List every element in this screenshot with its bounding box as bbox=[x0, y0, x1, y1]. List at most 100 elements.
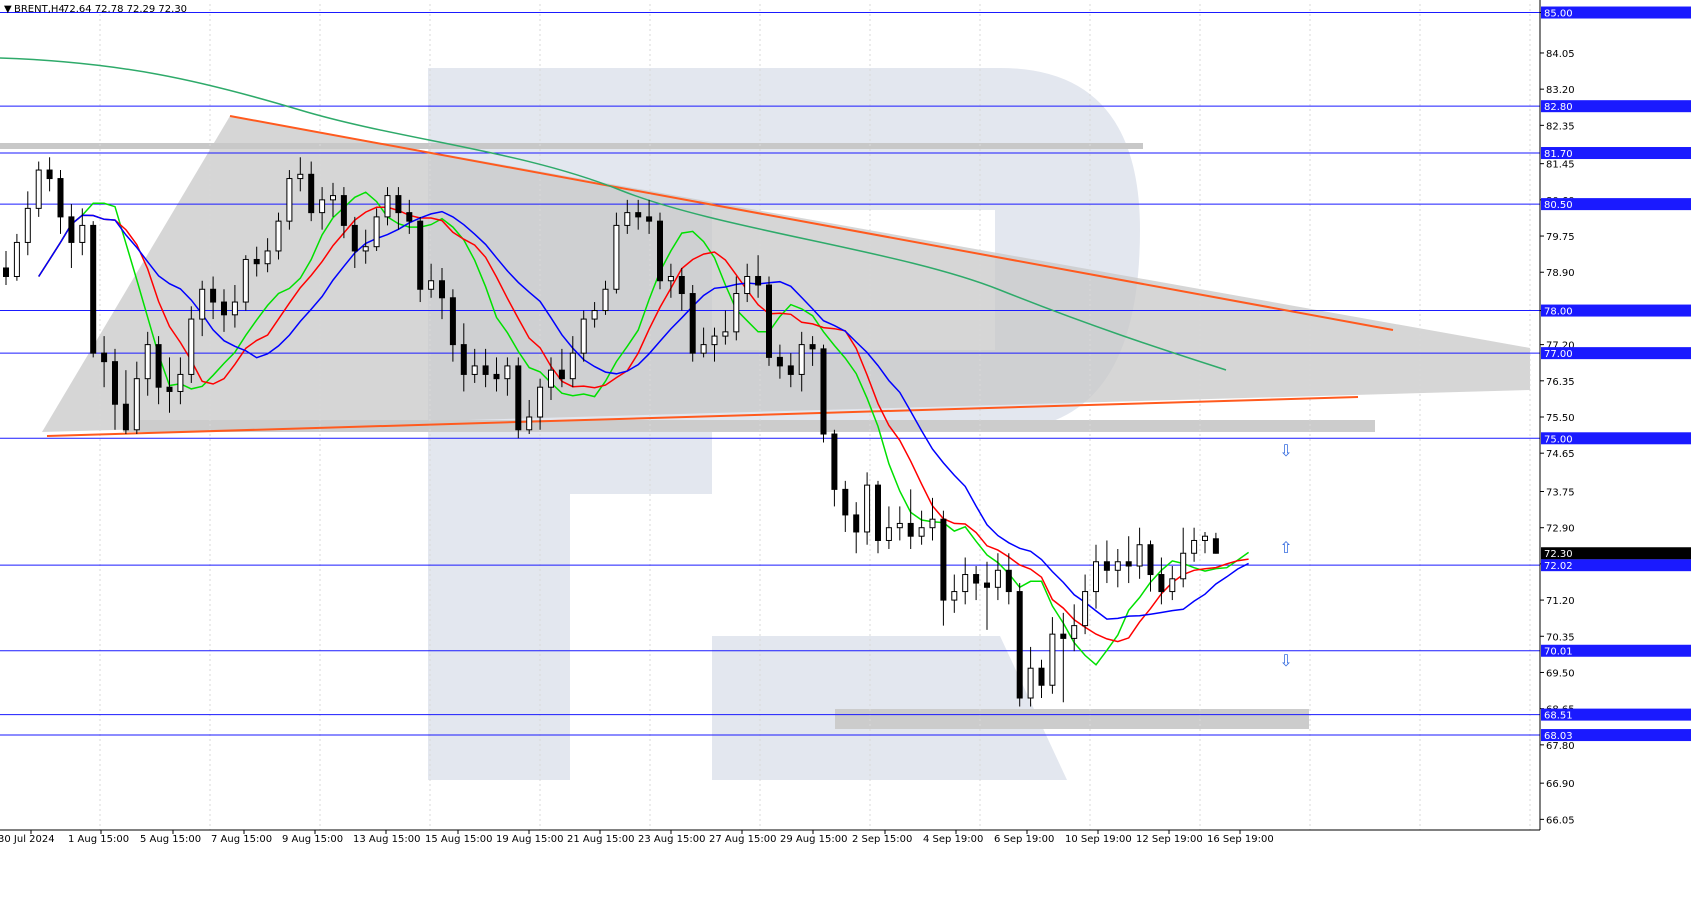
ma-blue-line bbox=[38, 210, 1249, 620]
candle-body bbox=[1158, 574, 1165, 593]
x-tick-label: 12 Sep 19:00 bbox=[1136, 834, 1203, 845]
candle-body bbox=[79, 224, 86, 243]
candle-body bbox=[417, 220, 424, 290]
candle-body bbox=[395, 195, 402, 214]
y-tick-label: 79.75 bbox=[1546, 232, 1575, 243]
candle-body bbox=[166, 386, 173, 392]
y-tick-label: 82.35 bbox=[1546, 121, 1575, 132]
level-price-tag bbox=[1541, 644, 1691, 657]
arrow-up-icon: ⇧ bbox=[1279, 538, 1292, 557]
candle-body bbox=[144, 344, 151, 380]
candle-body bbox=[221, 301, 227, 316]
y-tick-label: 67.80 bbox=[1546, 741, 1575, 752]
candle-body bbox=[155, 344, 162, 388]
level-price-label: 78.00 bbox=[1544, 307, 1573, 318]
level-price-label: 72.02 bbox=[1544, 561, 1573, 572]
candle-body bbox=[940, 518, 947, 601]
candle-body bbox=[319, 199, 326, 214]
candle-body bbox=[1202, 535, 1208, 541]
candle-body bbox=[1027, 667, 1034, 699]
candle-body bbox=[46, 169, 53, 180]
level-price-label: 81.70 bbox=[1544, 149, 1573, 160]
candle-body bbox=[199, 288, 206, 320]
time-axis: 30 Jul 2024 1 Aug 15:00 5 Aug 15:00 7 Aug 1… bbox=[0, 829, 1540, 845]
x-tick-label: 4 Sep 19:00 bbox=[923, 834, 983, 845]
candle-body bbox=[1005, 569, 1012, 593]
candle-body bbox=[1103, 561, 1110, 571]
candle-body bbox=[962, 574, 969, 593]
level-price-tag bbox=[1541, 708, 1691, 721]
x-tick-label: 21 Aug 15:00 bbox=[567, 834, 634, 845]
candle-body bbox=[1125, 561, 1132, 567]
x-tick-label: 19 Aug 15:00 bbox=[496, 834, 563, 845]
candle-body bbox=[569, 352, 576, 380]
candle-body bbox=[1180, 552, 1187, 580]
candle-body bbox=[526, 416, 533, 431]
x-tick-label: 16 Sep 19:00 bbox=[1207, 834, 1274, 845]
candle-body bbox=[515, 365, 522, 431]
candle-body bbox=[1071, 625, 1078, 639]
level-price-tag bbox=[1541, 559, 1691, 572]
ma-red-line bbox=[38, 206, 1249, 643]
candle-body bbox=[177, 373, 184, 392]
y-tick-label: 71.20 bbox=[1546, 596, 1575, 607]
candle-body bbox=[3, 267, 9, 277]
candle-body bbox=[548, 369, 554, 388]
candle-body bbox=[90, 224, 97, 354]
ma-long-line bbox=[0, 57, 1227, 371]
y-tick-label: 66.05 bbox=[1546, 815, 1575, 826]
candle-body bbox=[428, 280, 435, 290]
candle-body bbox=[831, 433, 838, 490]
candle-body bbox=[493, 373, 500, 380]
candle-body bbox=[68, 216, 75, 243]
candle-body bbox=[460, 344, 467, 375]
level-price-tag bbox=[1541, 729, 1691, 742]
candle-body bbox=[853, 514, 860, 533]
candle-body bbox=[744, 275, 751, 295]
current-price-label: 72.30 bbox=[1544, 549, 1573, 560]
candle-body bbox=[340, 195, 347, 226]
level-price-label: 82.80 bbox=[1544, 102, 1573, 113]
candle-body bbox=[406, 212, 413, 222]
candle-body bbox=[657, 220, 663, 282]
candle-body bbox=[885, 527, 892, 541]
x-tick-label: 9 Aug 15:00 bbox=[282, 834, 343, 845]
y-tick-label: 75.50 bbox=[1546, 413, 1575, 424]
candle-body bbox=[733, 293, 740, 333]
candle-body bbox=[482, 365, 489, 375]
candle-body bbox=[700, 344, 707, 354]
chart-ohlc: 72.64 72.78 72.29 72.30 bbox=[63, 4, 187, 15]
candle-body bbox=[864, 484, 871, 533]
candle-body bbox=[504, 365, 511, 380]
candle-body bbox=[330, 195, 336, 201]
candle-body bbox=[929, 518, 936, 529]
candle-body bbox=[373, 216, 380, 248]
candle-body bbox=[711, 335, 718, 346]
symbol-indicator-icon: ▼ bbox=[4, 4, 12, 15]
x-tick-label: 7 Aug 15:00 bbox=[211, 834, 272, 845]
lower-trendline bbox=[46, 396, 1359, 437]
candle-body bbox=[384, 195, 391, 218]
candle-body bbox=[231, 301, 238, 316]
y-tick-label: 84.05 bbox=[1546, 49, 1575, 60]
candle-body bbox=[994, 569, 1001, 588]
level-price-tag bbox=[1541, 6, 1691, 19]
candle-body bbox=[624, 212, 631, 226]
candle-body bbox=[112, 361, 118, 405]
x-tick-label: 15 Aug 15:00 bbox=[425, 834, 492, 845]
candle-body bbox=[1060, 633, 1067, 639]
candle-body bbox=[984, 582, 990, 588]
candle-body bbox=[667, 275, 674, 282]
candle-body bbox=[57, 178, 64, 218]
candle-body bbox=[1093, 561, 1099, 593]
candle-body bbox=[1169, 578, 1176, 593]
x-tick-label: 27 Aug 15:00 bbox=[709, 834, 776, 845]
header-layer: ▼ BRENT,H4 72.64 72.78 72.29 72.30 bbox=[4, 4, 187, 15]
candles-layer bbox=[3, 157, 1219, 707]
candle-body bbox=[122, 403, 129, 431]
candle-body bbox=[133, 378, 140, 431]
x-tick-label: 30 Jul 2024 bbox=[0, 834, 55, 845]
x-tick-label: 29 Aug 15:00 bbox=[780, 834, 847, 845]
